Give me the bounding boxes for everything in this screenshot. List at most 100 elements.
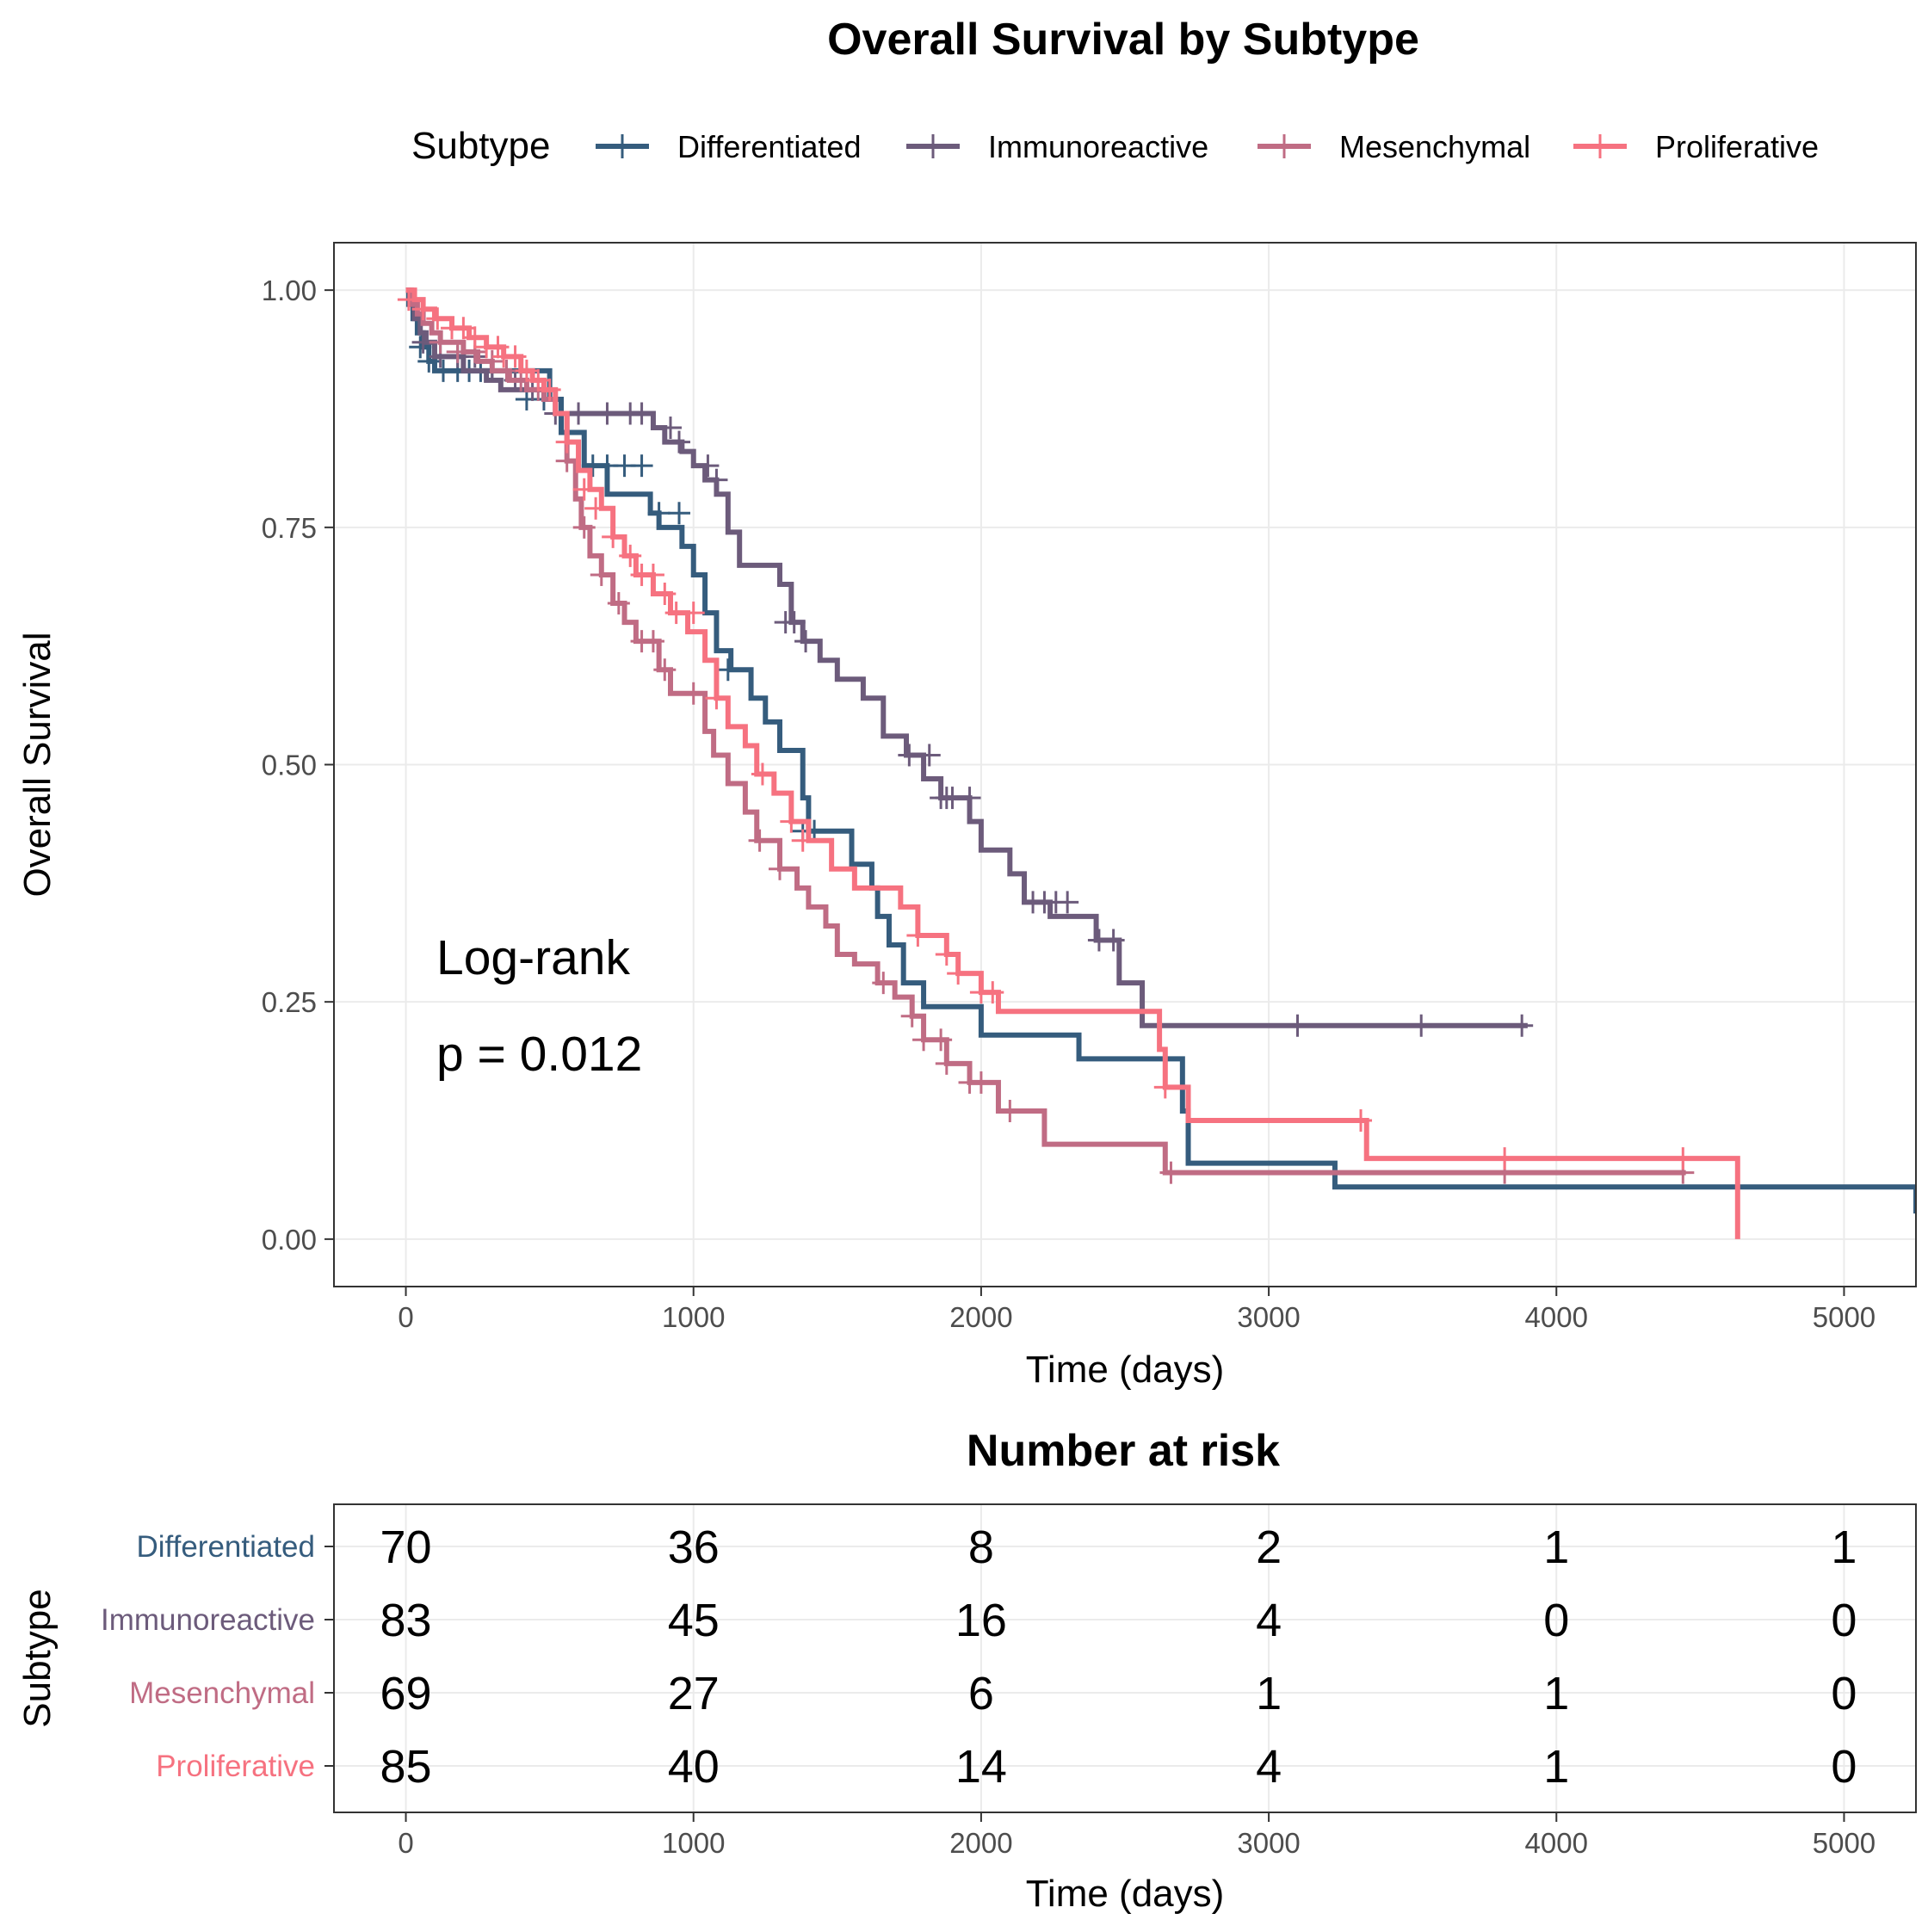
y-tick-label: 0.50 [262,750,317,781]
x-tick-label: 1000 [662,1301,725,1333]
risk-x-tick-label: 3000 [1237,1827,1300,1859]
risk-row-label: Differentiated [136,1530,315,1564]
censor-mark-differentiated [630,454,653,478]
risk-table-title: Number at risk [967,1426,1280,1476]
survival-panel: 0.00 0.25 0.50 0.75 1.00 0 1000 2000 3000 4000 500… [16,242,1917,1391]
censor-mark-proliferative [682,602,705,625]
censor-mark-immunoreactive [696,454,720,478]
censor-mark-proliferative [780,810,803,833]
censor-mark-mesenchymal [872,972,895,995]
risk-count: 1 [1543,1522,1569,1573]
legend-item-immunoreactive: Immunoreactive [906,129,1208,164]
censor-mark-proliferative [751,762,774,786]
censor-mark-proliferative [981,981,1004,1004]
y-tick-label: 1.00 [262,275,317,306]
censor-mark-mesenchymal [935,1052,958,1075]
legend-item-differentiated: Differentiated [596,129,861,164]
censor-mark-mesenchymal [495,359,518,382]
risk-row-differentiated: 70 36 8 2 1 1 Differentiated [136,1522,1857,1573]
censor-mark-mesenchymal [480,349,504,373]
censor-mark-proliferative [791,829,814,852]
risk-table-border [333,1503,1917,1813]
risk-count: 0 [1831,1595,1857,1646]
legend-item-mesenchymal: Mesenchymal [1258,129,1530,164]
x-tick-label: 0 [398,1301,413,1333]
censor-mark-immunoreactive [918,744,941,767]
censor-mark-mesenchymal [572,515,596,539]
risk-count: 0 [1831,1668,1857,1719]
risk-count: 1 [1256,1668,1282,1719]
risk-count: 14 [955,1741,1007,1793]
x-tick-label: 4000 [1525,1301,1588,1333]
legend-label: Differentiated [677,129,861,164]
risk-x-tick-label: 5000 [1813,1827,1875,1859]
censor-mark-proliferative [602,525,625,548]
censor-mark-proliferative [515,359,538,382]
annotation-test-name: Log-rank [436,930,630,985]
risk-count: 1 [1831,1522,1857,1573]
censor-mark-proliferative [1493,1147,1517,1170]
legend-label: Immunoreactive [988,129,1208,164]
risk-count: 27 [668,1668,720,1719]
risk-count: 40 [668,1741,720,1793]
censor-mark-differentiated [417,349,441,373]
censor-mark-immunoreactive [630,402,653,425]
risk-count: 4 [1256,1595,1282,1646]
censor-mark-immunoreactive [596,402,619,425]
censor-mark-proliferative [452,317,475,340]
censor-mark-immunoreactive [1286,1014,1309,1037]
censor-mark-mesenchymal [641,630,664,653]
risk-x-tick-label: 1000 [662,1827,725,1859]
censor-mark-immunoreactive [958,787,981,810]
censor-mark-immunoreactive [1410,1014,1433,1037]
series-line-immunoreactive [405,287,1528,1028]
risk-count: 0 [1543,1595,1569,1646]
censor-mark-mesenchymal [607,592,630,615]
censor-mark-mesenchymal [768,857,791,880]
censor-mark-differentiated [647,502,670,525]
censor-mark-immunoreactive [668,430,691,454]
censor-mark-proliferative [653,583,677,606]
legend-label: Proliferative [1655,129,1819,164]
x-tick-label: 3000 [1237,1301,1300,1333]
censor-mark-proliferative [538,378,561,401]
risk-count: 1 [1543,1741,1569,1793]
risk-count: 6 [968,1668,994,1719]
censor-mark-proliferative [397,288,420,312]
risk-count: 85 [380,1741,432,1793]
censor-mark-proliferative [935,943,958,966]
censor-mark-mesenchymal [653,658,677,682]
x-axis-title: Time (days) [1026,1349,1225,1391]
x-tick-label: 5000 [1813,1301,1875,1333]
series-group [397,287,1916,1239]
risk-count: 45 [668,1595,720,1646]
chart-title: Overall Survival by Subtype [827,15,1419,65]
censor-mark-immunoreactive [705,468,728,491]
censor-mark-mesenchymal [1159,1161,1183,1184]
risk-count: 8 [968,1522,994,1573]
risk-count: 70 [380,1522,432,1573]
risk-row-proliferative: 85 40 14 4 1 0 Proliferative [156,1741,1857,1793]
y-tick-label: 0.75 [262,512,317,544]
risk-x-axis-title: Time (days) [1026,1873,1225,1915]
censor-mark-proliferative [504,345,527,368]
risk-x-tick-label: 2000 [949,1827,1012,1859]
censor-mark-proliferative [584,497,608,520]
censor-mark-immunoreactive [567,402,590,425]
censor-mark-mesenchymal [969,1071,992,1094]
risk-count: 2 [1256,1522,1282,1573]
risk-count: 16 [955,1595,1007,1646]
risk-grid-lines [334,1504,1916,1812]
risk-count: 69 [380,1668,432,1719]
x-tick-label: 2000 [949,1301,1012,1333]
risk-row-immunoreactive: 83 45 16 4 0 0 Immunoreactive [101,1595,1857,1646]
censor-mark-mesenchymal [429,330,452,354]
censor-mark-proliferative [572,478,596,501]
censor-mark-proliferative [705,687,728,710]
annotation-p-value: p = 0.012 [436,1027,642,1082]
censor-mark-immunoreactive [1102,929,1125,952]
censor-mark-immunoreactive [794,630,818,653]
censor-mark-mesenchymal [682,682,705,705]
